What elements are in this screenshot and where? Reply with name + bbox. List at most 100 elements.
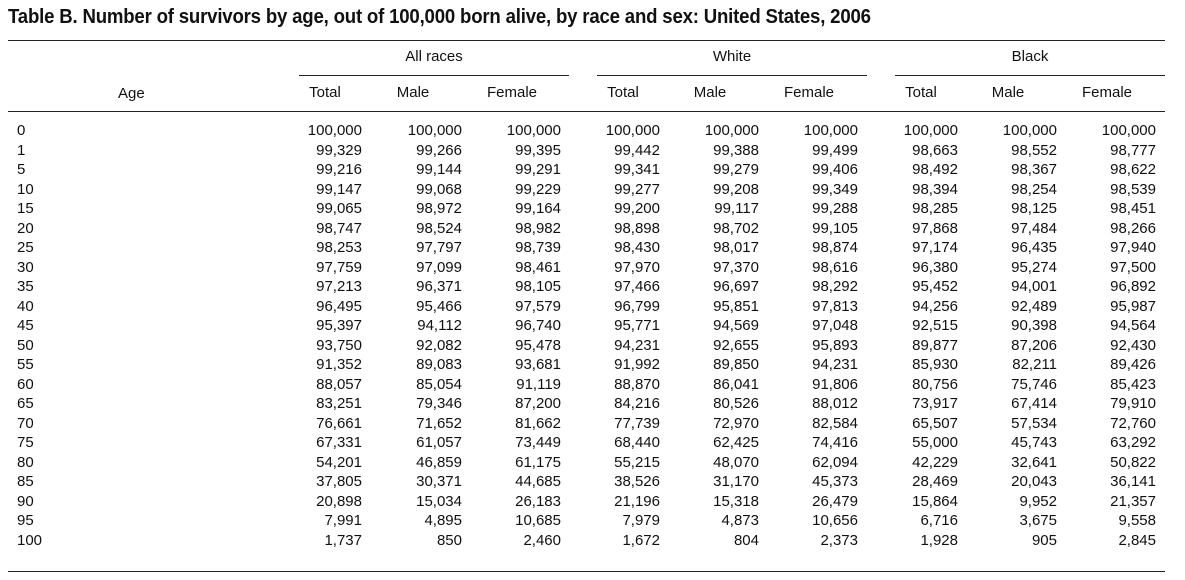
age-label: 10 bbox=[17, 180, 37, 198]
column-header-all-races-female: Female bbox=[486, 84, 538, 101]
group-header-all-races: All races bbox=[405, 48, 463, 65]
cell-black-total: 98,285 bbox=[912, 200, 958, 217]
cell-black-male: 96,435 bbox=[1011, 239, 1057, 256]
table-row: ...................................... 80… bbox=[0, 453, 1185, 473]
cell-white-male: 80,526 bbox=[713, 395, 759, 412]
cell-all-races-female: 99,291 bbox=[515, 161, 561, 178]
cell-black-total: 92,515 bbox=[912, 317, 958, 334]
top-rule bbox=[8, 40, 1165, 41]
cell-white-male: 72,970 bbox=[713, 414, 759, 432]
cell-black-male: 100,000 bbox=[1002, 122, 1057, 139]
cell-black-total: 100,000 bbox=[903, 122, 958, 139]
cell-white-male: 99,208 bbox=[713, 180, 759, 198]
cell-all-races-female: 61,175 bbox=[515, 453, 561, 471]
cell-all-races-male: 97,099 bbox=[416, 258, 462, 276]
cell-white-total: 99,442 bbox=[614, 141, 660, 159]
cell-black-male: 32,641 bbox=[1011, 453, 1057, 471]
table-row: ...................................... 65… bbox=[0, 394, 1185, 414]
cell-black-female: 98,539 bbox=[1110, 180, 1156, 198]
cell-all-races-male: 89,083 bbox=[416, 356, 462, 373]
cell-white-female: 94,231 bbox=[812, 356, 858, 373]
age-label: 45 bbox=[17, 317, 37, 334]
table-row: ...................................... 70… bbox=[0, 414, 1185, 434]
cell-white-male: 98,017 bbox=[713, 239, 759, 256]
cell-white-female: 99,288 bbox=[812, 200, 858, 217]
cell-all-races-female: 91,119 bbox=[516, 375, 561, 393]
age-label: 30 bbox=[17, 258, 37, 276]
leader-dots: ...................................... bbox=[17, 492, 279, 510]
cell-black-total: 80,756 bbox=[912, 375, 958, 393]
group-header-white: White bbox=[712, 48, 752, 65]
column-header-white-female: Female bbox=[783, 84, 835, 101]
cell-all-races-total: 88,057 bbox=[316, 375, 362, 393]
cell-all-races-male: 96,371 bbox=[416, 278, 462, 295]
cell-black-male: 98,552 bbox=[1011, 141, 1057, 159]
age-cell: ...................................... 50 bbox=[17, 336, 279, 356]
cell-all-races-male: 99,144 bbox=[416, 161, 462, 178]
leader-dots: ...................................... bbox=[17, 414, 279, 432]
cell-black-female: 94,564 bbox=[1110, 317, 1156, 334]
cell-all-races-female: 100,000 bbox=[506, 122, 561, 139]
cell-black-total: 55,000 bbox=[912, 434, 958, 451]
cell-black-female: 2,845 bbox=[1118, 531, 1156, 549]
age-cell: ...................................... 10 bbox=[17, 180, 279, 200]
age-label: 50 bbox=[17, 336, 37, 354]
cell-all-races-male: 46,859 bbox=[416, 453, 462, 471]
cell-all-races-total: 96,495 bbox=[316, 297, 362, 315]
age-cell: ...................................... 25 bbox=[17, 238, 279, 258]
leader-dots: ...................................... bbox=[17, 317, 279, 334]
cell-all-races-female: 81,662 bbox=[515, 414, 561, 432]
age-label: 85 bbox=[17, 473, 37, 490]
cell-white-total: 38,526 bbox=[614, 473, 660, 490]
cell-all-races-total: 97,213 bbox=[316, 278, 362, 295]
age-label: 25 bbox=[17, 239, 37, 256]
table-row: ...................................... 10… bbox=[0, 180, 1185, 200]
cell-white-male: 99,117 bbox=[714, 200, 759, 217]
age-cell: ...................................... 0 bbox=[17, 121, 279, 141]
cell-black-female: 97,940 bbox=[1110, 239, 1156, 256]
column-header-black-total: Total bbox=[905, 84, 937, 101]
cell-black-male: 90,398 bbox=[1011, 317, 1057, 334]
cell-black-female: 79,910 bbox=[1110, 395, 1156, 412]
cell-black-female: 36,141 bbox=[1110, 473, 1156, 490]
cell-black-total: 1,928 bbox=[920, 531, 958, 549]
table-row: ...................................... 35… bbox=[0, 277, 1185, 297]
cell-black-male: 98,254 bbox=[1011, 180, 1057, 198]
cell-black-male: 45,743 bbox=[1011, 434, 1057, 451]
age-cell: ...................................... 90 bbox=[17, 492, 279, 512]
cell-white-female: 62,094 bbox=[812, 453, 858, 471]
cell-white-total: 91,992 bbox=[614, 356, 660, 373]
cell-all-races-female: 26,183 bbox=[515, 492, 561, 510]
cell-black-male: 75,746 bbox=[1011, 375, 1057, 393]
cell-white-female: 95,893 bbox=[812, 336, 858, 354]
leader-dots: ...................................... bbox=[17, 278, 279, 295]
leader-dots: ...................................... bbox=[17, 200, 279, 217]
age-cell: ...................................... 30 bbox=[17, 258, 279, 278]
cell-all-races-female: 98,982 bbox=[515, 219, 561, 237]
leader-dots: ...................................... bbox=[17, 512, 279, 529]
cell-black-female: 97,500 bbox=[1110, 258, 1156, 276]
cell-white-male: 804 bbox=[733, 531, 759, 549]
column-header-black-female: Female bbox=[1081, 84, 1133, 101]
cell-all-races-female: 96,740 bbox=[515, 317, 561, 334]
cell-white-male: 15,318 bbox=[713, 492, 759, 510]
table-row: ...................................... 85… bbox=[0, 472, 1185, 492]
cell-all-races-female: 99,395 bbox=[515, 141, 561, 159]
age-label: 35 bbox=[17, 278, 37, 295]
table-row: ...................................... 45… bbox=[0, 316, 1185, 336]
cell-black-female: 72,760 bbox=[1110, 414, 1156, 432]
cell-all-races-male: 92,082 bbox=[416, 336, 462, 354]
age-cell: ...................................... 70 bbox=[17, 414, 279, 434]
cell-black-male: 98,367 bbox=[1011, 161, 1057, 178]
cell-black-total: 73,917 bbox=[912, 395, 958, 412]
cell-white-total: 77,739 bbox=[614, 414, 660, 432]
group-rule-black bbox=[895, 75, 1165, 76]
cell-black-female: 89,426 bbox=[1110, 356, 1156, 373]
cell-black-total: 98,394 bbox=[912, 180, 958, 198]
cell-all-races-male: 99,266 bbox=[416, 141, 462, 159]
age-label: 15 bbox=[17, 200, 37, 217]
group-header-black: Black bbox=[1011, 48, 1049, 65]
leader-dots: ...................................... bbox=[17, 180, 279, 198]
cell-black-female: 95,987 bbox=[1110, 297, 1156, 315]
table-row: ...................................... 60… bbox=[0, 375, 1185, 395]
